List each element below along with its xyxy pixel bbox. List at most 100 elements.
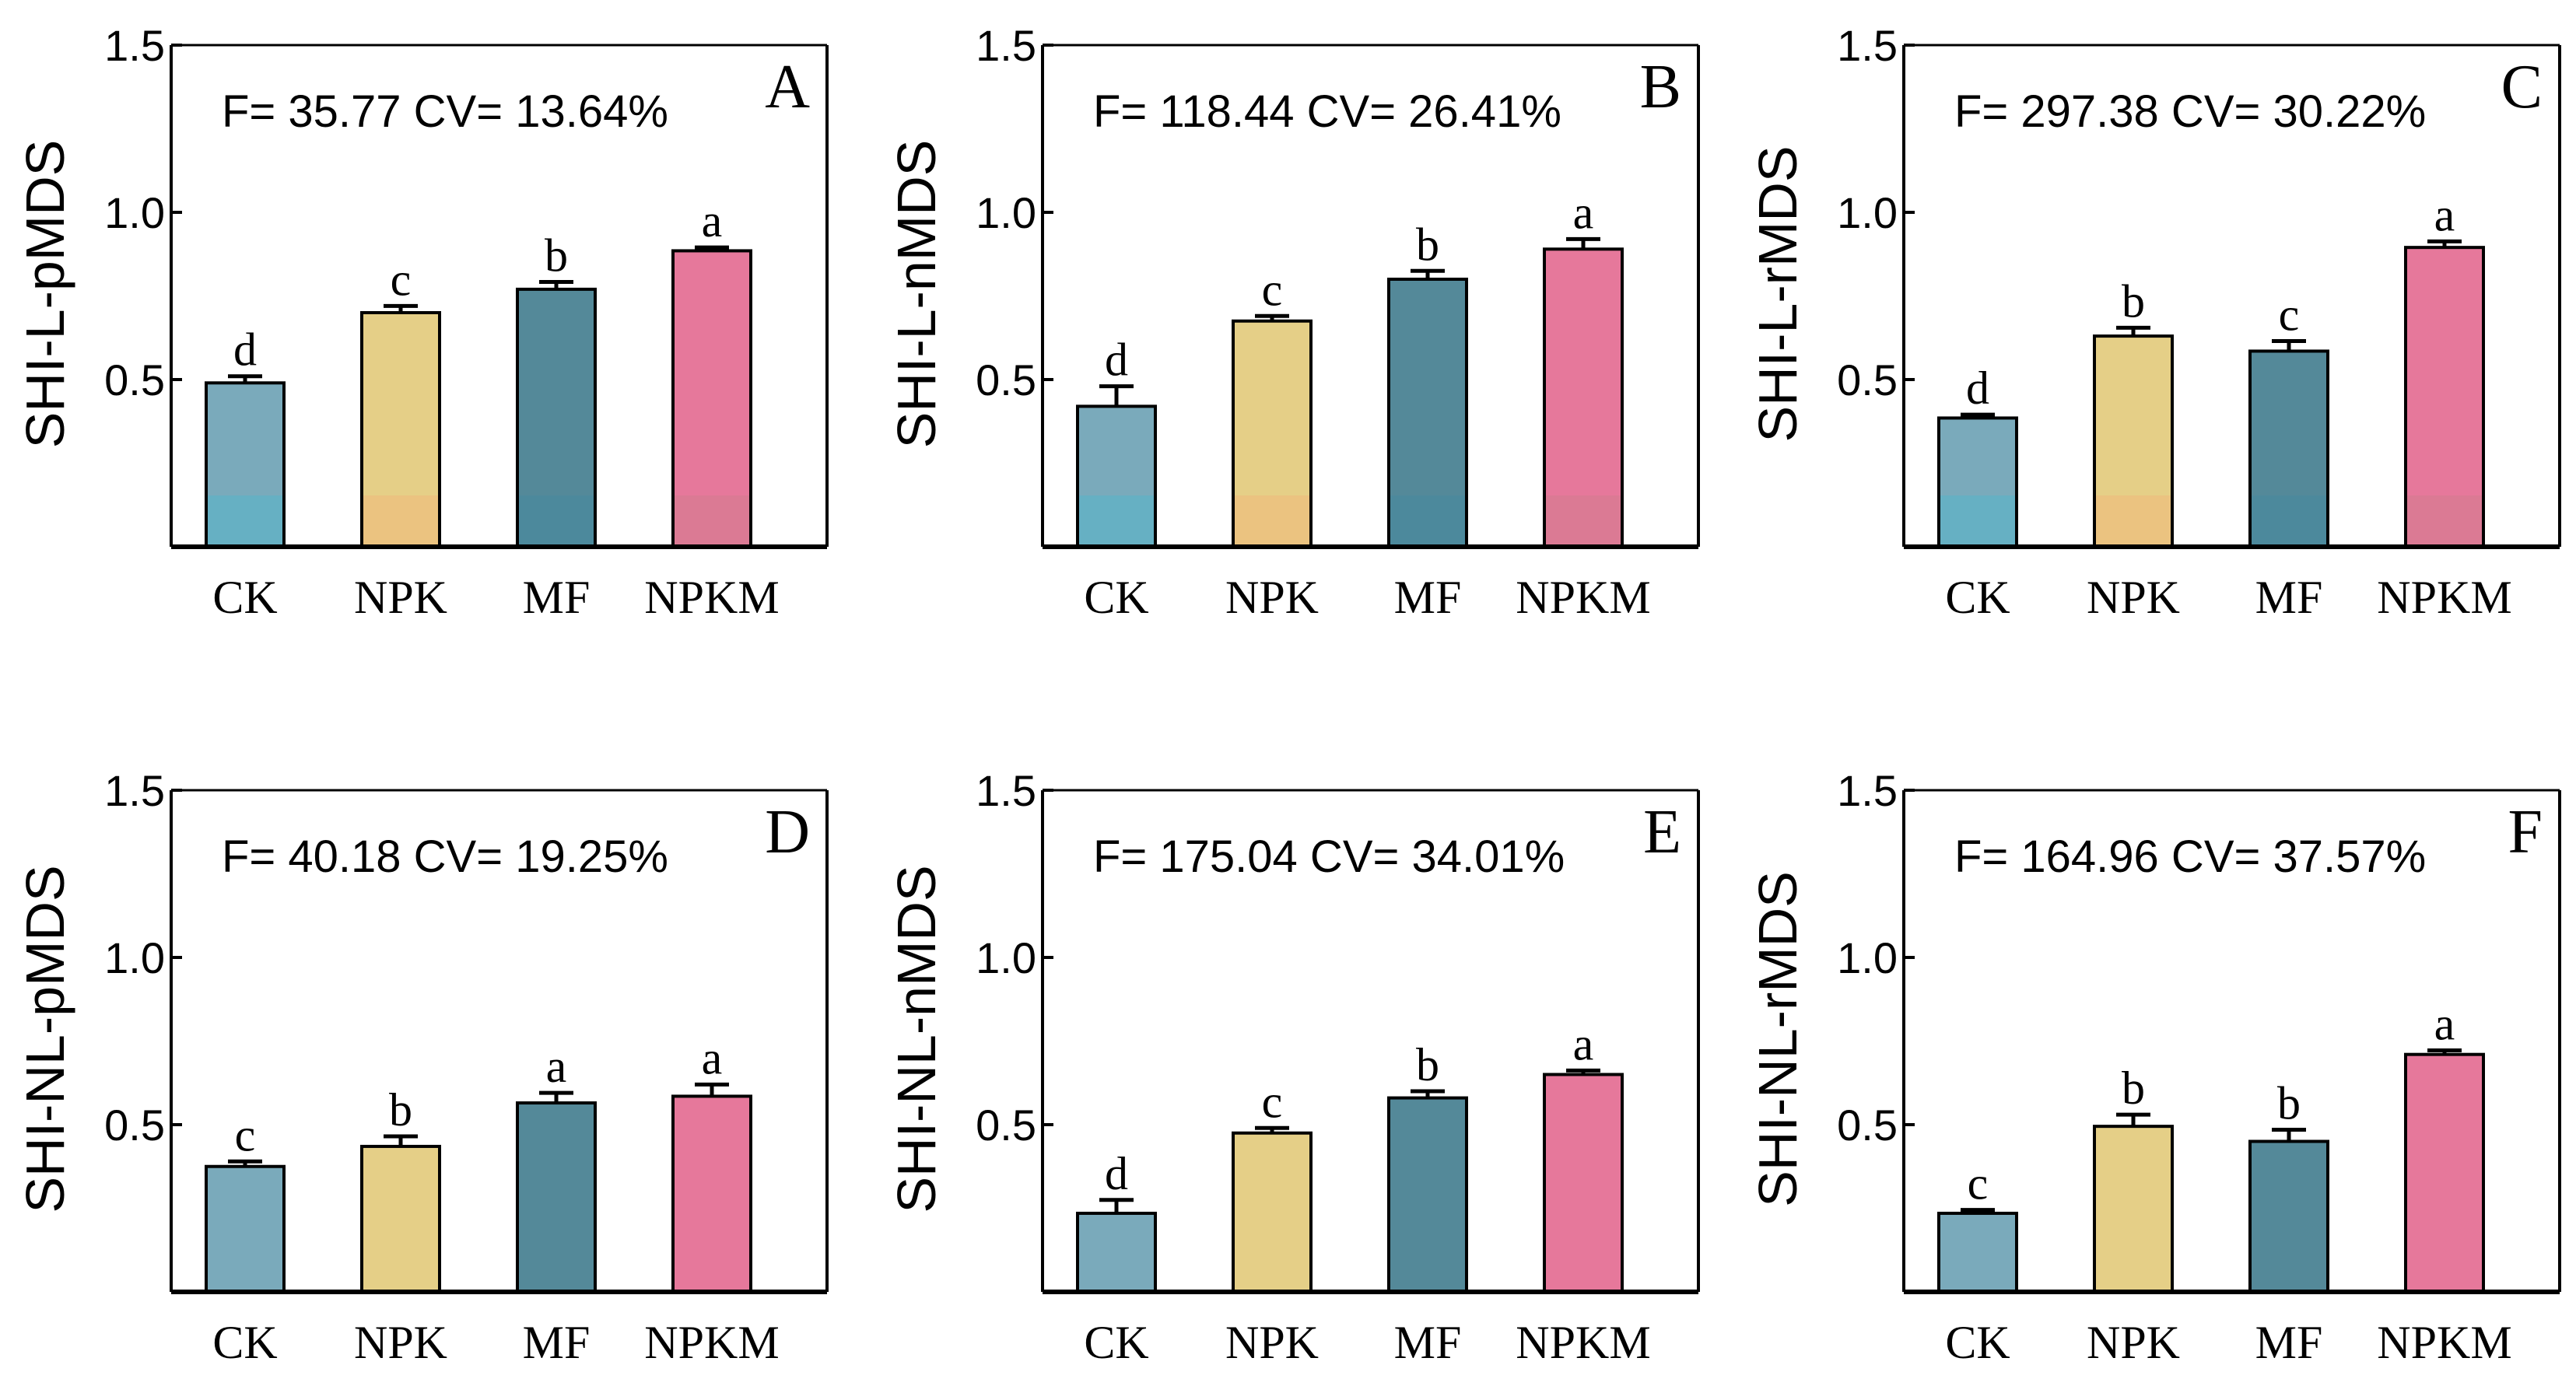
significance-letter: d [1966, 362, 1989, 414]
significance-letter: d [1105, 1148, 1128, 1199]
panel-c: d CK b NPK c MF a NPKM 0.5 1.0 1.5 SHI-L-rMDS F= 297… [1747, 21, 2561, 623]
x-tick-label: MF [1394, 1317, 1462, 1368]
y-axis-label: SHI-NL-rMDS [1747, 871, 1808, 1207]
x-tick-label: NPKM [2377, 1317, 2511, 1368]
stats-annotation: F= 35.77 CV= 13.64% [222, 86, 668, 137]
x-tick-label: CK [1945, 572, 2010, 623]
x-tick-label: NPKM [644, 1317, 779, 1368]
x-tick-label: MF [523, 572, 591, 623]
y-tick-label: 1.5 [104, 766, 165, 815]
stats-annotation: F= 118.44 CV= 26.41% [1093, 86, 1561, 137]
bar-base-ck [1939, 495, 2017, 547]
bar-npkm [2406, 1054, 2483, 1292]
panel-f: c CK b NPK b MF a NPKM 0.5 1.0 1.5 SHI-NL-rMDS F= 16… [1747, 766, 2561, 1368]
x-tick-label: CK [1084, 1317, 1148, 1368]
panel-a: d CK c NPK b MF a NPKM 0.5 1.0 1.5 SHI-L-pMDS F= 35.… [15, 21, 829, 623]
bar-base-mf [2250, 495, 2328, 547]
y-tick-label: 1.5 [976, 21, 1036, 70]
y-tick-label: 1.5 [1837, 21, 1898, 70]
panel-e: d CK c NPK b MF a NPKM 0.5 1.0 1.5 SHI-NL-nMDS F= 17… [886, 766, 1700, 1368]
y-tick-label: 0.5 [1837, 355, 1898, 404]
significance-letter: c [1968, 1158, 1989, 1209]
y-tick-label: 1.5 [976, 766, 1036, 815]
significance-letter: a [546, 1041, 567, 1092]
y-axis-label: SHI-L-rMDS [1747, 145, 1808, 442]
x-tick-label: NPK [354, 1317, 447, 1368]
bar-base-npkm [1544, 495, 1622, 547]
bar-base-npk [362, 495, 440, 547]
x-tick-label: NPKM [2377, 572, 2511, 623]
bar-mf [517, 1103, 595, 1292]
panel-label: C [2501, 53, 2543, 121]
x-tick-label: CK [1084, 572, 1148, 623]
significance-letter: b [2277, 1077, 2301, 1129]
panel-label: E [1643, 798, 1681, 866]
y-tick-label: 0.5 [1837, 1101, 1898, 1150]
panel-d: c CK b NPK a MF a NPKM 0.5 1.0 1.5 SHI-NL-pMDS F= 40… [15, 766, 829, 1368]
bar-base-mf [517, 495, 595, 547]
y-axis-label: SHI-NL-pMDS [15, 865, 75, 1213]
significance-letter: a [2434, 999, 2455, 1050]
significance-letter: b [1416, 1039, 1439, 1090]
significance-letter: d [1105, 334, 1128, 386]
y-tick-label: 0.5 [976, 1101, 1036, 1150]
significance-letter: b [2122, 1062, 2145, 1114]
significance-letter: a [1573, 1018, 1594, 1069]
y-tick-label: 0.5 [104, 355, 165, 404]
panel-label: D [765, 798, 810, 866]
bar-mf [2250, 1141, 2328, 1292]
x-tick-label: NPK [2087, 1317, 2180, 1368]
significance-letter: a [2434, 189, 2455, 240]
y-axis-label: SHI-NL-nMDS [886, 865, 947, 1213]
y-axis-label: SHI-L-pMDS [15, 140, 75, 449]
x-tick-label: NPKM [644, 572, 779, 623]
panel-b: d CK c NPK b MF a NPKM 0.5 1.0 1.5 SHI-L-nMDS F= 118… [886, 21, 1700, 623]
panel-label: B [1640, 53, 1681, 121]
significance-letter: c [1262, 264, 1283, 315]
bar-ck [1939, 1213, 2017, 1292]
y-tick-label: 1.0 [976, 933, 1036, 982]
bar-mf [1389, 1097, 1467, 1292]
bar-npk [1233, 1132, 1311, 1292]
significance-letter: b [389, 1084, 412, 1136]
y-tick-label: 1.5 [1837, 766, 1898, 815]
significance-letter: c [391, 254, 412, 305]
x-tick-label: NPKM [1516, 572, 1650, 623]
stats-annotation: F= 175.04 CV= 34.01% [1093, 831, 1565, 882]
y-axis-label: SHI-L-nMDS [886, 140, 947, 449]
bar-npkm [1544, 1074, 1622, 1292]
bar-base-ck [206, 495, 284, 547]
x-tick-label: MF [2255, 1317, 2323, 1368]
x-tick-label: NPK [1225, 1317, 1319, 1368]
y-tick-label: 1.0 [104, 933, 165, 982]
bar-base-npkm [2406, 495, 2483, 547]
significance-letter: a [1573, 187, 1594, 238]
x-tick-label: MF [523, 1317, 591, 1368]
bar-base-mf [1389, 495, 1467, 547]
y-tick-label: 1.0 [976, 188, 1036, 237]
significance-letter: b [1416, 219, 1439, 270]
x-tick-label: CK [212, 572, 277, 623]
y-tick-label: 0.5 [104, 1101, 165, 1150]
x-tick-label: NPK [2087, 572, 2180, 623]
y-tick-label: 1.0 [1837, 188, 1898, 237]
bar-base-ck [1078, 495, 1155, 547]
panel-label: A [765, 53, 810, 121]
x-tick-label: NPK [1225, 572, 1319, 623]
significance-letter: c [2279, 289, 2300, 341]
significance-letter: c [1262, 1076, 1283, 1127]
significance-letter: a [702, 195, 723, 247]
stats-annotation: F= 297.38 CV= 30.22% [1954, 86, 2426, 137]
bar-npk [362, 1146, 440, 1292]
bar-base-npk [2094, 495, 2172, 547]
x-tick-label: NPKM [1516, 1317, 1650, 1368]
x-tick-label: CK [212, 1317, 277, 1368]
panel-label: F [2508, 798, 2543, 866]
stats-annotation: F= 164.96 CV= 37.57% [1954, 831, 2426, 882]
y-tick-label: 0.5 [976, 355, 1036, 404]
stats-annotation: F= 40.18 CV= 19.25% [222, 831, 668, 882]
significance-letter: d [233, 324, 257, 376]
significance-letter: b [545, 229, 568, 281]
significance-letter: c [235, 1109, 256, 1160]
